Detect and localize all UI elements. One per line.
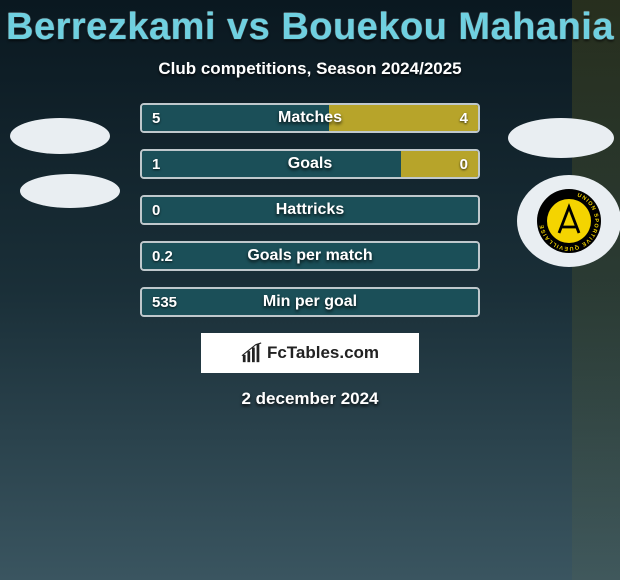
stat-row: 0.2Goals per match — [0, 241, 620, 271]
bars-icon — [241, 342, 263, 364]
page-subtitle: Club competitions, Season 2024/2025 — [0, 59, 620, 79]
left-value: 1 — [152, 156, 160, 173]
bar-left-segment: 0 — [142, 197, 478, 223]
bar-left-segment: 1 — [142, 151, 401, 177]
bar-track: 0.2Goals per match — [140, 241, 480, 271]
left-value: 535 — [152, 294, 177, 311]
left-value: 0.2 — [152, 248, 173, 265]
left-value: 0 — [152, 202, 160, 219]
stat-row: 00Hattricks — [0, 195, 620, 225]
stat-row: 54Matches — [0, 103, 620, 133]
footer-brand-text: FcTables.com — [267, 343, 379, 363]
bar-left-segment: 5 — [142, 105, 329, 131]
page-title: Berrezkami vs Bouekou Mahania — [0, 0, 620, 49]
bar-track: 10Goals — [140, 149, 480, 179]
bar-right-segment: 0 — [401, 151, 478, 177]
comparison-chart: 54Matches10Goals00Hattricks0.2Goals per … — [0, 103, 620, 317]
stat-row: 535Min per goal — [0, 287, 620, 317]
bar-right-segment: 4 — [329, 105, 478, 131]
bar-left-segment: 535 — [142, 289, 478, 315]
right-value: 0 — [460, 156, 468, 173]
right-value: 4 — [460, 110, 468, 127]
bar-track: 00Hattricks — [140, 195, 480, 225]
stat-row: 10Goals — [0, 149, 620, 179]
footer-brand-box: FcTables.com — [201, 333, 419, 373]
left-value: 5 — [152, 110, 160, 127]
footer-date: 2 december 2024 — [0, 389, 620, 409]
bar-track: 54Matches — [140, 103, 480, 133]
bar-left-segment: 0.2 — [142, 243, 478, 269]
bar-track: 535Min per goal — [140, 287, 480, 317]
